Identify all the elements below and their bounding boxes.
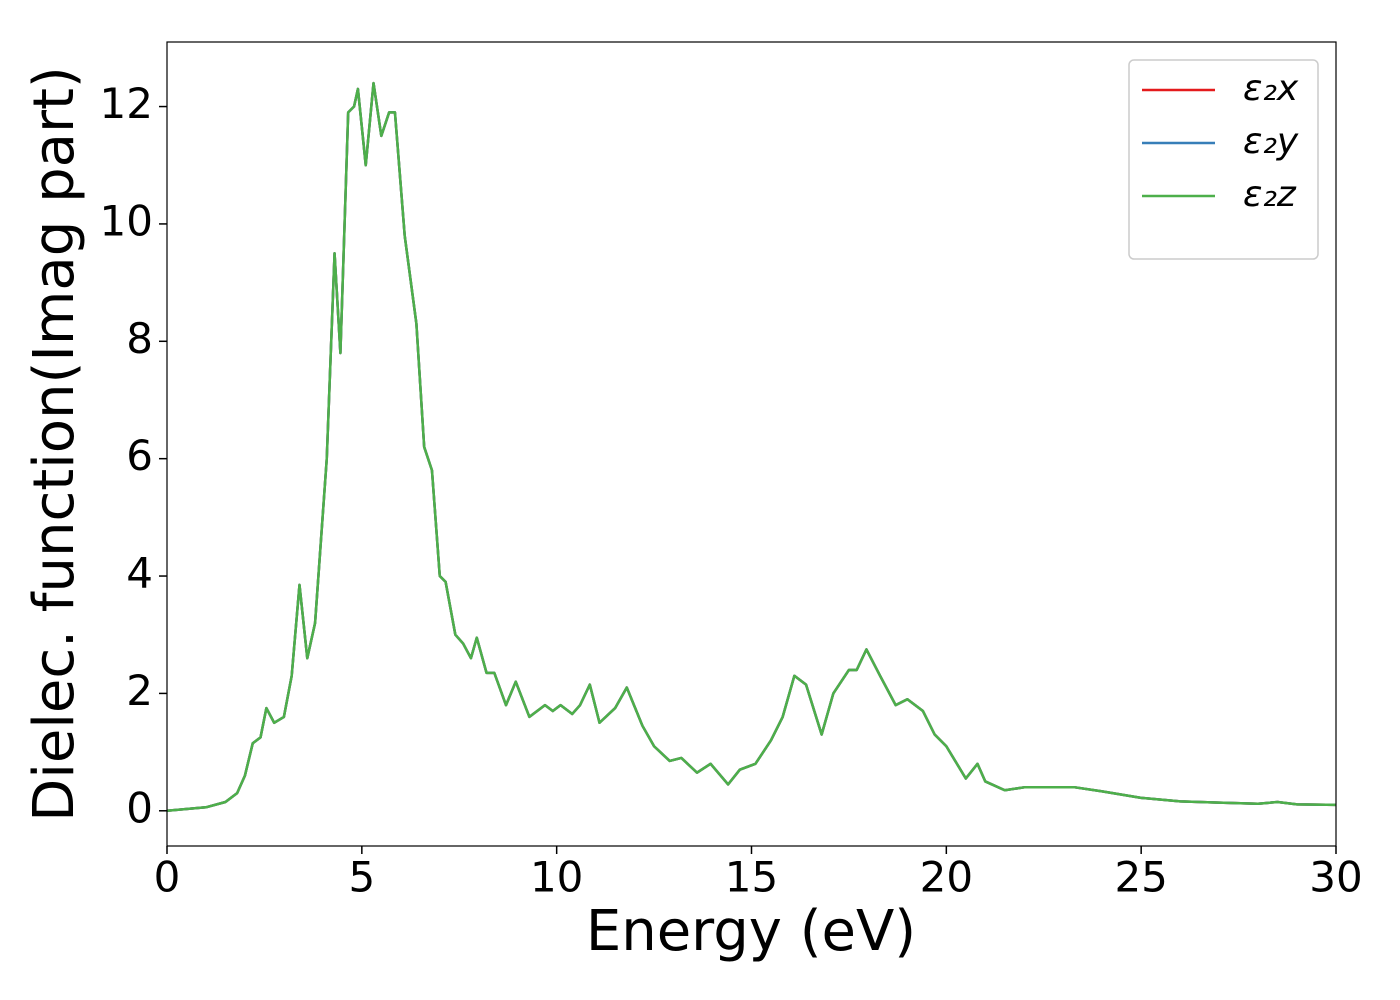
x-tick-label: 15	[725, 853, 778, 902]
line-series	[166, 81, 1337, 813]
x-tick-label: 0	[154, 853, 181, 902]
x-tick-label: 30	[1309, 853, 1362, 902]
y-tick-label: 10	[100, 196, 153, 245]
plot-frame	[166, 41, 1337, 847]
y-tick-label: 6	[126, 431, 153, 480]
y-tick-label: 12	[100, 79, 153, 128]
legend-box	[1128, 59, 1319, 260]
y-tick-label: 4	[126, 549, 153, 598]
legend-label: ε₂y	[1243, 121, 1299, 162]
x-tick-label: 10	[530, 853, 583, 902]
x-axis-label: Energy (eV)	[586, 899, 916, 964]
y-axis-label: Dielec. function(Imag part)	[22, 66, 87, 822]
x-tick-label: 5	[348, 853, 375, 902]
y-tick-label: 2	[126, 666, 153, 715]
legend-label: ε₂z	[1243, 174, 1297, 215]
x-tick-label: 20	[920, 853, 973, 902]
x-tick-label: 25	[1114, 853, 1167, 902]
y-tick-label: 8	[126, 314, 153, 363]
y-tick-label: 0	[126, 783, 153, 832]
legend-label: ε₂x	[1243, 68, 1299, 109]
